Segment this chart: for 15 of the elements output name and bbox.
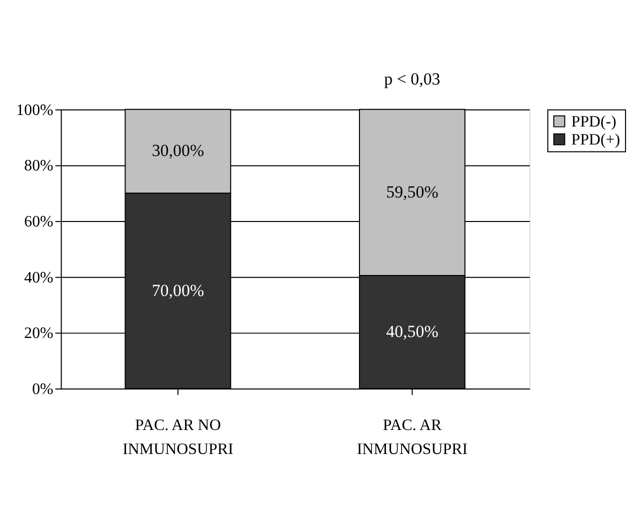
data-label: 70,00% — [152, 280, 204, 300]
y-tick-label: 100% — [16, 102, 54, 119]
data-label: 40,50% — [386, 322, 438, 341]
y-tick-label: 80% — [24, 158, 54, 175]
data-label: 59,50% — [386, 182, 438, 202]
y-tick-label: 0% — [32, 380, 54, 398]
text: p < 0,03 — [384, 69, 440, 88]
x-tick-label: PAC. AR NO INMUNOSUPRI — [122, 416, 234, 458]
y-tick-label: 40% — [24, 269, 54, 286]
legend-label: PPD(-) — [571, 113, 616, 130]
y-tick-label: 20% — [24, 325, 54, 342]
y-tick-label: 60% — [24, 214, 54, 231]
x-tick-label: PAC. AR INMUNOSUPRI — [356, 416, 468, 458]
legend-label: PPD(+) — [571, 131, 620, 148]
data-label: 30,00% — [152, 141, 204, 160]
